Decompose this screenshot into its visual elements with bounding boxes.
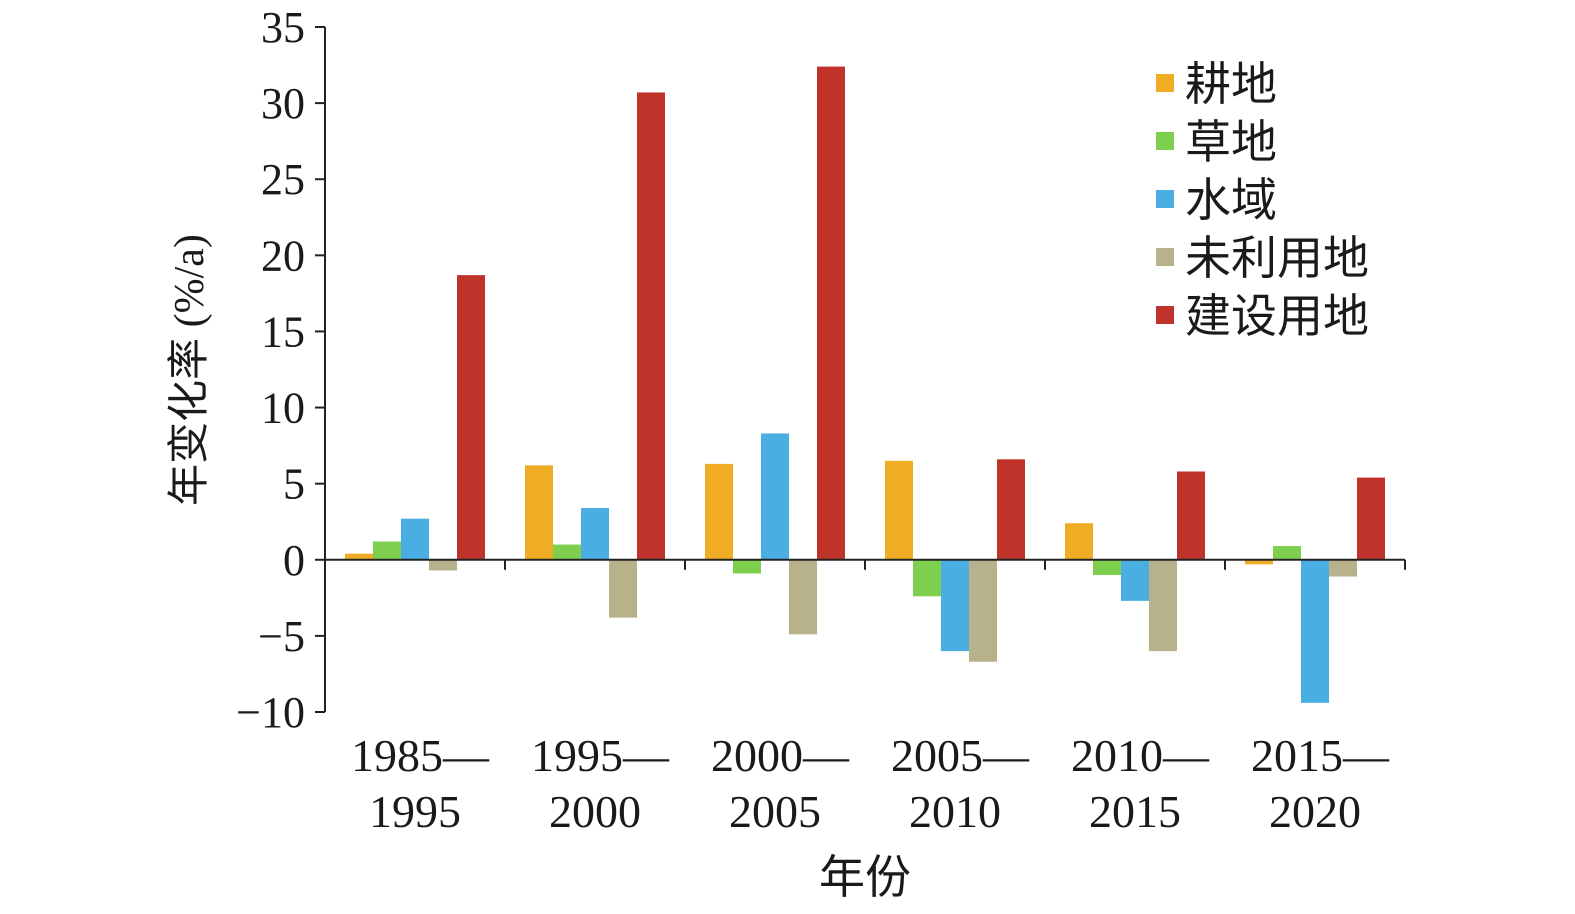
bar-1-6: [1245, 559, 1273, 565]
bar-3-6: [1301, 559, 1329, 703]
bar-4-5: [1149, 559, 1177, 652]
bar-4-1: [429, 559, 457, 571]
x-tick-label: 2010—: [1071, 730, 1210, 781]
bar-3-2: [581, 508, 609, 560]
legend-label: 水域: [1185, 175, 1277, 226]
legend-label: 未利用地: [1185, 233, 1369, 284]
x-tick-label: 2015—: [1251, 730, 1390, 781]
bar-2-3: [733, 559, 761, 574]
y-tick-label: 5: [283, 460, 305, 509]
legend-label: 建设用地: [1185, 291, 1369, 342]
bar-5-5: [1177, 471, 1205, 560]
y-tick-label: 20: [261, 231, 305, 280]
bars-layer: [345, 66, 1385, 703]
x-tick-label: 2000: [549, 786, 641, 837]
bar-1-4: [885, 460, 913, 560]
y-tick-label: 30: [261, 79, 305, 128]
x-tick-label: 2005—: [891, 730, 1030, 781]
bar-3-5: [1121, 559, 1149, 601]
bar-4-3: [789, 559, 817, 635]
legend-swatch: [1156, 74, 1174, 92]
bar-3-1: [401, 518, 429, 560]
x-tick-label: 2000—: [711, 730, 850, 781]
bar-3-3: [761, 433, 789, 560]
y-tick-label: 25: [261, 155, 305, 204]
bar-2-6: [1273, 546, 1301, 560]
y-tick-label: 15: [261, 307, 305, 356]
bar-2-1: [373, 541, 401, 560]
y-axis-label: 年变化率 (%/a): [166, 234, 213, 506]
y-tick-label: −5: [258, 612, 305, 661]
bar-1-1: [345, 553, 373, 560]
bar-4-2: [609, 559, 637, 618]
y-tick-label: 10: [261, 384, 305, 433]
bar-5-6: [1357, 477, 1385, 560]
legend-swatch: [1156, 306, 1174, 324]
y-tick-label: −10: [236, 688, 305, 737]
legend-swatch: [1156, 190, 1174, 208]
x-tick-label: 1985—: [351, 730, 490, 781]
bar-4-4: [969, 559, 997, 662]
bar-5-1: [457, 275, 485, 560]
bar-5-2: [637, 92, 665, 560]
x-axis-label: 年份: [819, 852, 911, 903]
axes-layer: −10 −5 0 5 10 15 20 25 30 35 1985—1995 1995—2000 200…: [236, 3, 1406, 837]
legend-swatch: [1156, 132, 1174, 150]
x-tick-label: 1995—: [531, 730, 670, 781]
x-tick-label: 2005: [729, 786, 821, 837]
legend-label: 草地: [1185, 117, 1277, 168]
x-tick-label: 2010: [909, 786, 1001, 837]
bar-1-3: [705, 463, 733, 560]
x-tick-label: 2015: [1089, 786, 1181, 837]
bar-1-2: [525, 465, 553, 560]
x-tick-label: 1995: [369, 786, 461, 837]
bar-5-3: [817, 66, 845, 560]
bar-4-6: [1329, 559, 1357, 577]
bar-3-4: [941, 559, 969, 652]
bar-2-4: [913, 559, 941, 597]
bar-1-5: [1065, 523, 1093, 560]
legend-label: 耕地: [1185, 59, 1277, 110]
y-tick-label: 35: [261, 3, 305, 52]
bar-5-4: [997, 459, 1025, 560]
y-tick-label: 0: [283, 536, 305, 585]
bar-2-5: [1093, 559, 1121, 575]
x-tick-label: 2020: [1269, 786, 1361, 837]
legend-swatch: [1156, 248, 1174, 266]
bar-2-2: [553, 544, 581, 560]
